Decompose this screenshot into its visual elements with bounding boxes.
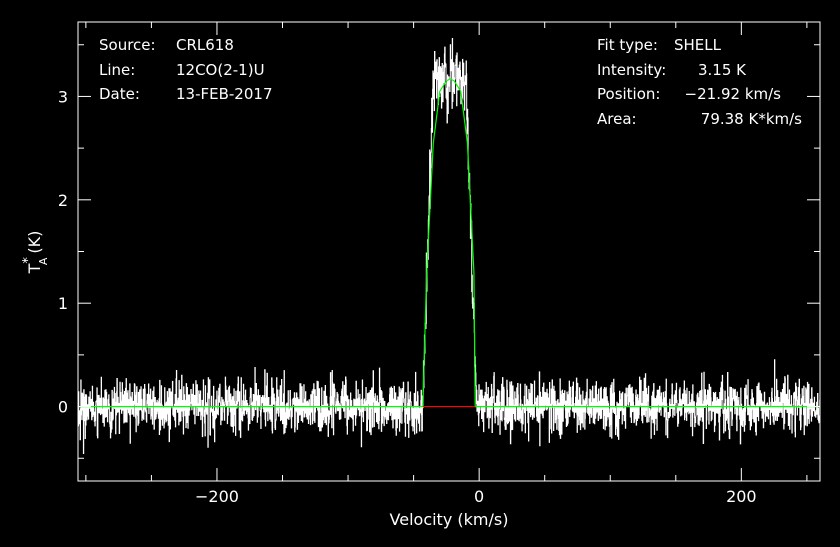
spectrum-line <box>77 38 821 454</box>
line-key: Line: <box>99 61 135 79</box>
x-tick-label: −200 <box>195 487 239 506</box>
fit-layer <box>78 78 820 408</box>
intensity-key: Intensity: <box>597 61 666 79</box>
y-tick-label: 2 <box>58 191 68 210</box>
y-axis-label-superscript: * <box>21 257 36 264</box>
y-axis-label-subscript: A <box>37 257 50 265</box>
y-axis-label-unit: (K) <box>25 231 44 254</box>
x-tick-label: 0 <box>474 487 484 506</box>
ticks-layer: −200 0 200 0 1 2 3 <box>58 22 820 506</box>
x-tick-label: 200 <box>726 487 757 506</box>
date-key: Date: <box>99 85 140 103</box>
y-tick-label: 0 <box>58 398 68 417</box>
info-block-right: Fit type: SHELL Intensity: 3.15 K Positi… <box>597 36 802 128</box>
position-key: Position: <box>597 85 660 103</box>
area-value: 79.38 K*km/s <box>701 110 802 128</box>
spectrum-layer <box>77 38 821 454</box>
info-block-left: Source: CRL618 Line: 12CO(2-1)U Date: 13… <box>99 36 272 103</box>
fit-type-value: SHELL <box>674 36 722 54</box>
y-axis-label: T*A (K) <box>21 231 50 275</box>
y-tick-label: 1 <box>58 294 68 313</box>
fit-line <box>78 78 820 408</box>
source-key: Source: <box>99 36 156 54</box>
svg-text:T*A(K): T*A (K) <box>21 231 50 275</box>
line-value: 12CO(2-1)U <box>176 61 265 79</box>
area-key: Area: <box>597 110 637 128</box>
position-value: −21.92 km/s <box>685 85 782 103</box>
y-tick-label: 3 <box>58 87 68 106</box>
source-value: CRL618 <box>176 36 234 54</box>
x-axis-label: Velocity (km/s) <box>390 510 509 529</box>
intensity-value: 3.15 K <box>698 61 747 79</box>
y-axis-label-symbol: T <box>25 263 44 274</box>
fit-type-key: Fit type: <box>597 36 658 54</box>
date-value: 13-FEB-2017 <box>176 85 272 103</box>
